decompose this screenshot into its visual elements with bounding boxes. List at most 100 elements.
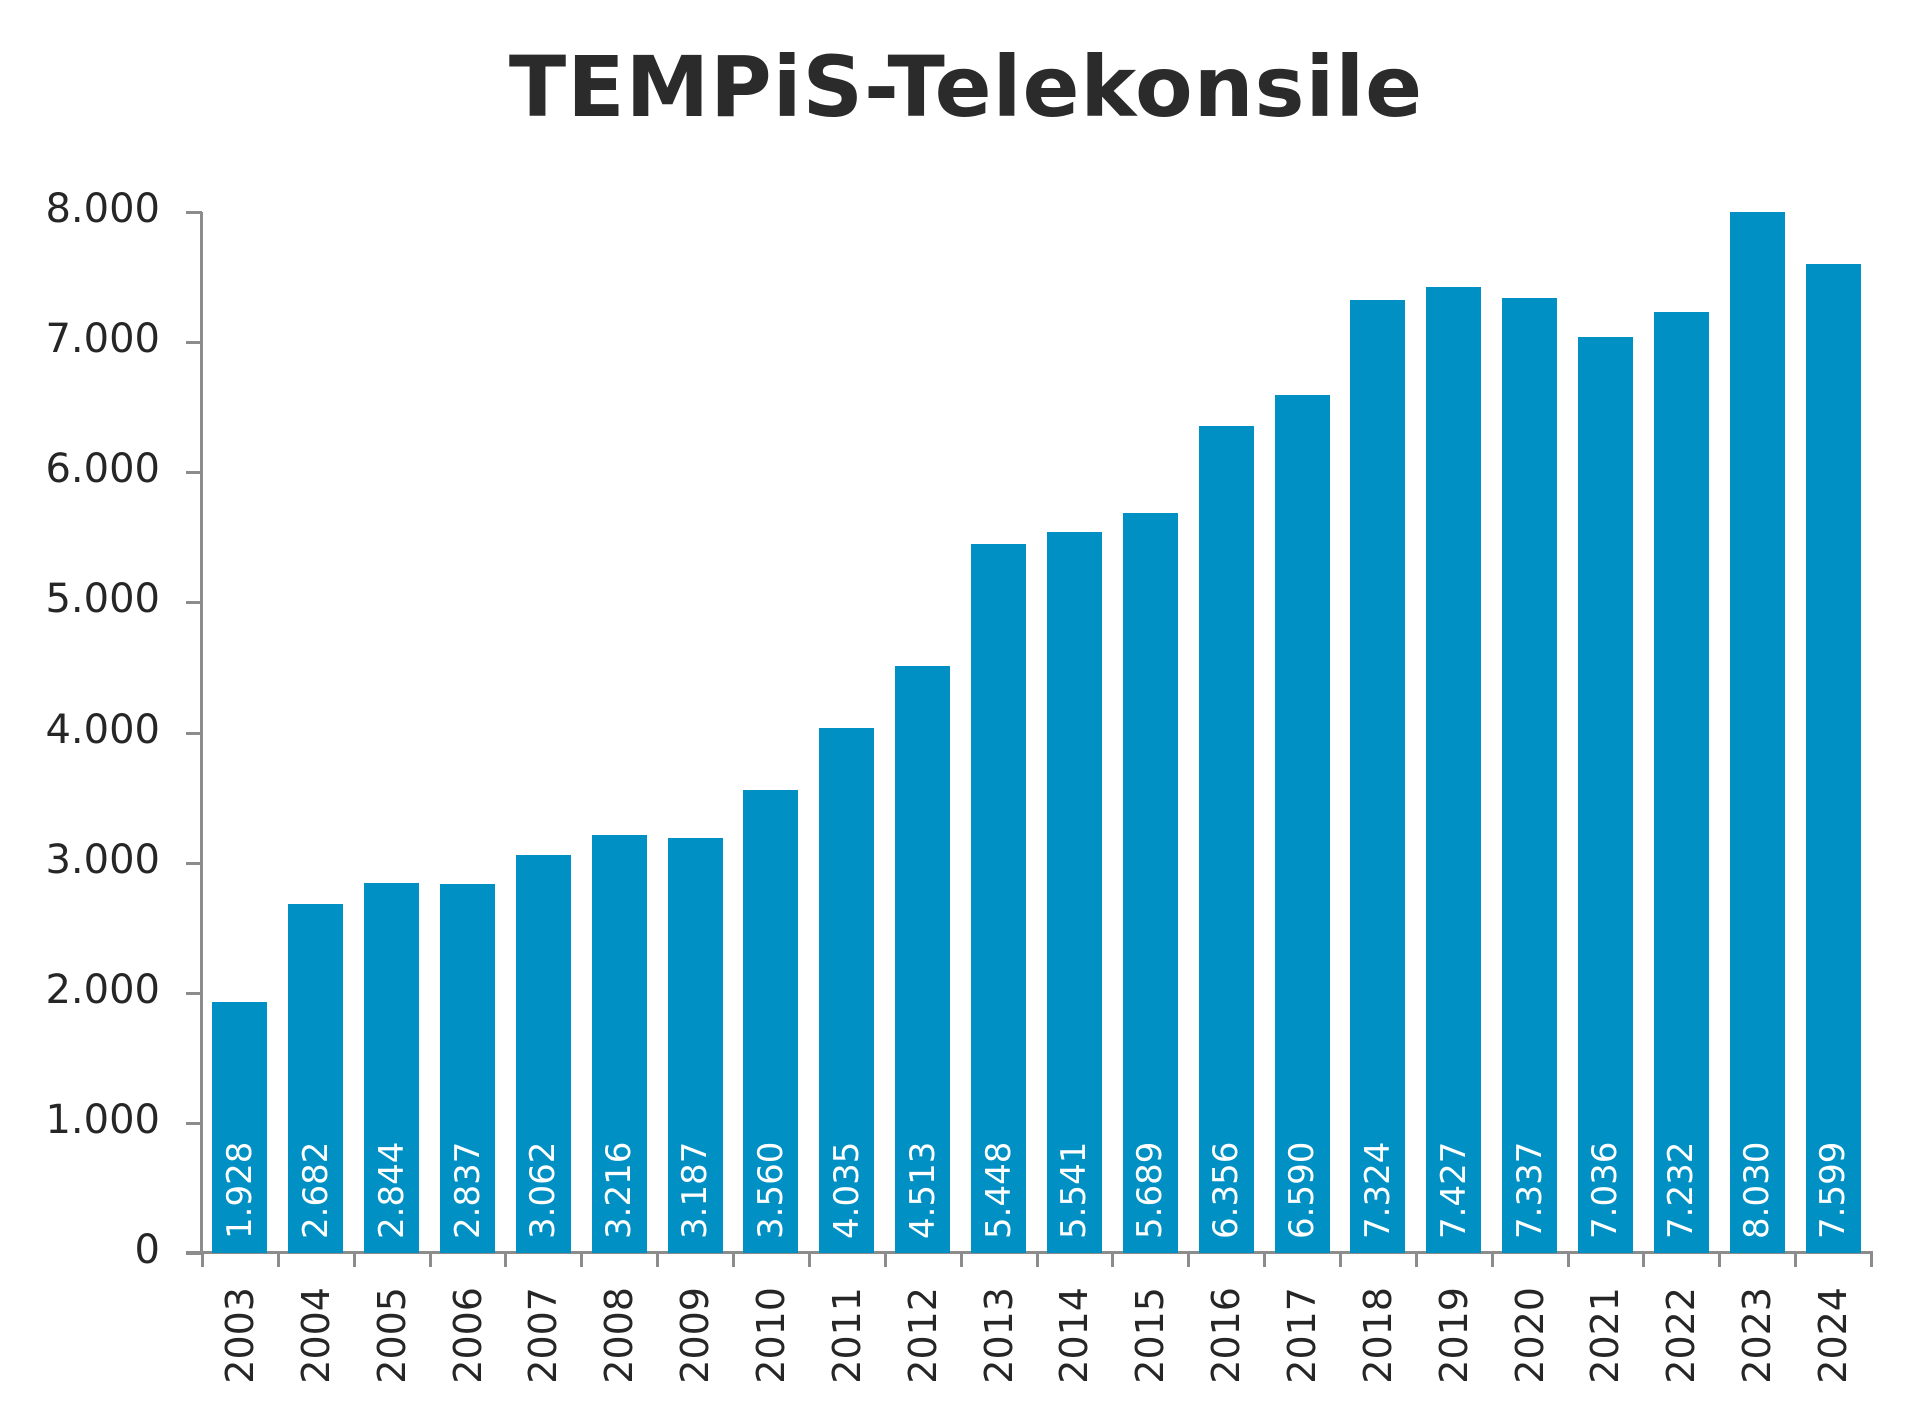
bar-2004: 2.682 xyxy=(288,904,344,1253)
bar-value-label: 4.513 xyxy=(902,1141,943,1239)
x-tick-label: 2007 xyxy=(521,1287,566,1384)
x-tick xyxy=(1642,1253,1646,1267)
x-tick xyxy=(1490,1253,1494,1267)
bar-value-label: 2.844 xyxy=(371,1141,412,1239)
bar-value-label: 3.560 xyxy=(750,1141,791,1239)
bar-2016: 6.356 xyxy=(1198,425,1254,1253)
bar-value-label: 4.035 xyxy=(826,1141,867,1239)
bar-2019: 7.427 xyxy=(1426,286,1482,1253)
bar-value-label: 7.599 xyxy=(1813,1141,1854,1239)
x-tick xyxy=(1338,1253,1342,1267)
bar-value-label: 6.356 xyxy=(1206,1141,1247,1239)
bar-2023: 8.030 xyxy=(1729,212,1785,1253)
y-tick xyxy=(186,731,202,735)
y-tick-label: 2.000 xyxy=(45,966,160,1013)
x-tick-label: 2024 xyxy=(1811,1287,1856,1384)
bar-2022: 7.232 xyxy=(1653,311,1709,1253)
y-tick-label: 4.000 xyxy=(45,706,160,753)
y-tick-label: 5.000 xyxy=(45,576,160,623)
x-tick xyxy=(807,1253,811,1267)
x-tick xyxy=(1566,1253,1570,1267)
x-tick-label: 2008 xyxy=(597,1287,642,1384)
x-tick-label: 2006 xyxy=(445,1287,490,1384)
bar-2014: 5.541 xyxy=(1046,531,1102,1253)
bar-value-label: 5.689 xyxy=(1130,1141,1171,1239)
bar-2017: 6.590 xyxy=(1274,395,1330,1253)
bar-value-label: 7.324 xyxy=(1357,1141,1398,1239)
bar-value-label: 2.837 xyxy=(447,1141,488,1239)
y-tick-label: 7.000 xyxy=(45,316,160,363)
bar-2021: 7.036 xyxy=(1577,337,1633,1253)
x-tick xyxy=(352,1253,356,1267)
x-tick xyxy=(732,1253,736,1267)
x-tick-label: 2022 xyxy=(1659,1287,1704,1384)
plot-area: 1.928 2.682 2.844 2.837 3.062 3.216 3.187 3.560… xyxy=(202,212,1871,1253)
bar-2012: 4.513 xyxy=(895,665,951,1253)
x-tick-label: 2018 xyxy=(1355,1287,1400,1384)
x-tick-label: 2020 xyxy=(1507,1287,1552,1384)
bar-value-label: 3.216 xyxy=(599,1141,640,1239)
x-tick-label: 2012 xyxy=(900,1287,945,1384)
x-tick xyxy=(1111,1253,1115,1267)
bar-2018: 7.324 xyxy=(1350,299,1406,1253)
bar-2009: 3.187 xyxy=(667,838,723,1253)
x-tick xyxy=(883,1253,887,1267)
bar-value-label: 1.928 xyxy=(219,1141,260,1239)
x-tick-label: 2019 xyxy=(1431,1287,1476,1384)
bar-value-label: 8.030 xyxy=(1737,1141,1778,1239)
y-tick xyxy=(186,211,202,214)
bar-2013: 5.448 xyxy=(971,544,1027,1253)
x-tick xyxy=(580,1253,584,1267)
bar-2006: 2.837 xyxy=(440,883,496,1253)
x-tick xyxy=(1263,1253,1267,1267)
x-tick-label: 2009 xyxy=(673,1287,718,1384)
y-tick xyxy=(186,601,202,605)
bar-2011: 4.035 xyxy=(819,727,875,1253)
x-tick-label: 2023 xyxy=(1735,1287,1780,1384)
y-tick xyxy=(186,341,202,345)
x-tick-label: 2016 xyxy=(1204,1287,1249,1384)
y-axis-line xyxy=(200,212,203,1255)
x-tick xyxy=(201,1253,204,1267)
x-tick-label: 2003 xyxy=(217,1287,262,1384)
x-tick xyxy=(1794,1253,1798,1267)
x-tick-label: 2011 xyxy=(824,1287,869,1384)
bar-2007: 3.062 xyxy=(515,854,571,1253)
bar-value-label: 5.448 xyxy=(978,1141,1019,1239)
x-tick-label: 2014 xyxy=(1052,1287,1097,1384)
x-tick xyxy=(656,1253,660,1267)
x-tick xyxy=(276,1253,280,1267)
bar-value-label: 7.232 xyxy=(1661,1141,1702,1239)
y-tick xyxy=(186,991,202,995)
bar-value-label: 6.590 xyxy=(1282,1141,1323,1239)
bar-value-label: 7.337 xyxy=(1509,1141,1550,1239)
x-tick-label: 2021 xyxy=(1583,1287,1628,1384)
x-tick xyxy=(959,1253,963,1267)
x-tick xyxy=(1187,1253,1191,1267)
y-tick-label: 6.000 xyxy=(45,446,160,493)
x-tick xyxy=(1718,1253,1722,1267)
x-tick-label: 2010 xyxy=(748,1287,793,1384)
bar-value-label: 5.541 xyxy=(1054,1141,1095,1239)
bar-2020: 7.337 xyxy=(1502,298,1558,1253)
x-tick xyxy=(1870,1253,1873,1267)
bar-value-label: 7.427 xyxy=(1433,1141,1474,1239)
y-tick xyxy=(186,471,202,475)
x-tick xyxy=(504,1253,508,1267)
x-tick-label: 2017 xyxy=(1280,1287,1325,1384)
y-tick-label: 1.000 xyxy=(45,1096,160,1143)
x-tick xyxy=(1035,1253,1039,1267)
y-tick-label: 8.000 xyxy=(45,186,160,232)
bar-2024: 7.599 xyxy=(1805,264,1861,1253)
x-tick-label: 2004 xyxy=(293,1287,338,1384)
bar-value-label: 3.187 xyxy=(675,1141,716,1239)
bar-2003: 1.928 xyxy=(212,1002,268,1253)
bar-2015: 5.689 xyxy=(1122,512,1178,1253)
bar-2005: 2.844 xyxy=(364,882,420,1253)
bar-2008: 3.216 xyxy=(591,834,647,1253)
y-tick xyxy=(186,1121,202,1125)
bar-value-label: 3.062 xyxy=(523,1141,564,1239)
x-tick-label: 2005 xyxy=(369,1287,414,1384)
bar-value-label: 2.682 xyxy=(295,1141,336,1239)
y-tick-label: 0 xyxy=(134,1227,160,1273)
